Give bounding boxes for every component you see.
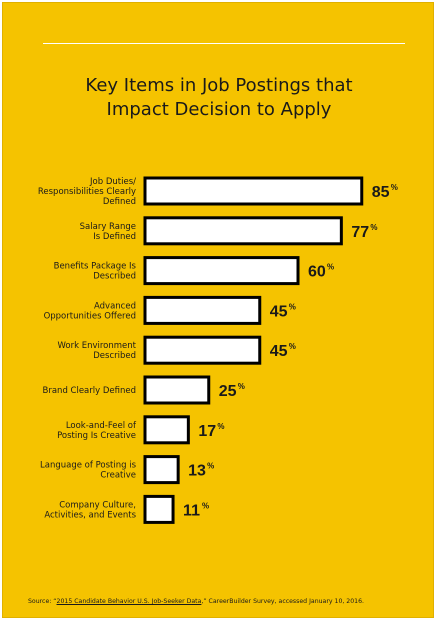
percent-sign: % [217,422,224,431]
percent-sign: % [289,302,296,311]
category-label-line: Described [93,272,136,282]
category-label-line: Company Culture, [59,500,136,510]
bar [143,494,175,524]
bar [143,176,364,206]
category-label: Benefits Package Is Described [54,262,137,282]
source-suffix: ,” CareerBuilder Survey, accessed Januar… [201,598,365,605]
category-label: Salary Range Is Defined [80,222,136,242]
category-label-line: Is Defined [93,232,136,242]
category-label-line: Language of Posting is [40,461,137,471]
bar [143,455,180,485]
percent-sign: % [207,462,214,471]
category-label: Work Environment Described [57,341,136,361]
bar [143,216,343,246]
category-label: Brand Clearly Defined [43,386,136,396]
category-label-line: Brand Clearly Defined [43,386,136,396]
category-label-line: Responsibilities Clearly [38,187,136,197]
category-label-line: Defined [103,197,136,207]
category-label-line: Posting Is Creative [57,431,136,441]
top-divider [43,43,405,44]
value-label: 45 [270,303,288,320]
category-label-line: Creative [100,471,136,481]
bar [143,415,190,445]
category-label: Advanced Opportunities Offered [44,301,136,321]
percent-sign: % [238,382,245,391]
percent-sign: % [370,223,377,232]
category-label-line: Opportunities Offered [44,311,136,321]
category-label-line: Work Environment [57,341,136,351]
value-label: 77 [351,224,369,241]
chart-title: Key Items in Job Postings that Impact De… [85,75,353,120]
value-label: 25 [219,383,237,400]
category-label: Look-and-Feel of Posting Is Creative [57,421,137,441]
bar [143,295,262,325]
value-label: 60 [308,264,326,281]
bar [143,256,300,286]
category-label-line: Job Duties/ [89,177,136,187]
percent-sign: % [327,263,334,272]
category-label-line: Advanced [94,301,136,311]
percent-sign: % [391,183,398,192]
category-label: Language of Posting is Creative [40,461,137,481]
percent-sign: % [202,501,209,510]
value-label: 11 [183,502,200,519]
value-label: 85 [372,184,390,201]
category-label: Job Duties/Responsibilities Clearly Defin… [38,177,136,207]
category-label-line: Look-and-Feel of [66,421,137,431]
source-note: Source: “2015 Candidate Behavior U.S. Jo… [28,598,364,605]
bar [143,335,262,365]
value-label: 13 [188,463,206,480]
bar [143,375,211,405]
value-label: 17 [198,423,216,440]
category-label-line: Benefits Package Is [54,262,137,272]
source-prefix: Source: “ [28,598,57,605]
category-label: Company Culture, Activities, and Events [44,500,136,520]
value-label: 45 [270,343,288,360]
percent-sign: % [289,342,296,351]
category-label-line: Salary Range [80,222,136,232]
source-link[interactable]: 2015 Candidate Behavior U.S. Job-Seeker … [56,598,202,605]
category-label-line: Described [93,351,136,361]
category-label-line: Activities, and Events [44,510,136,520]
